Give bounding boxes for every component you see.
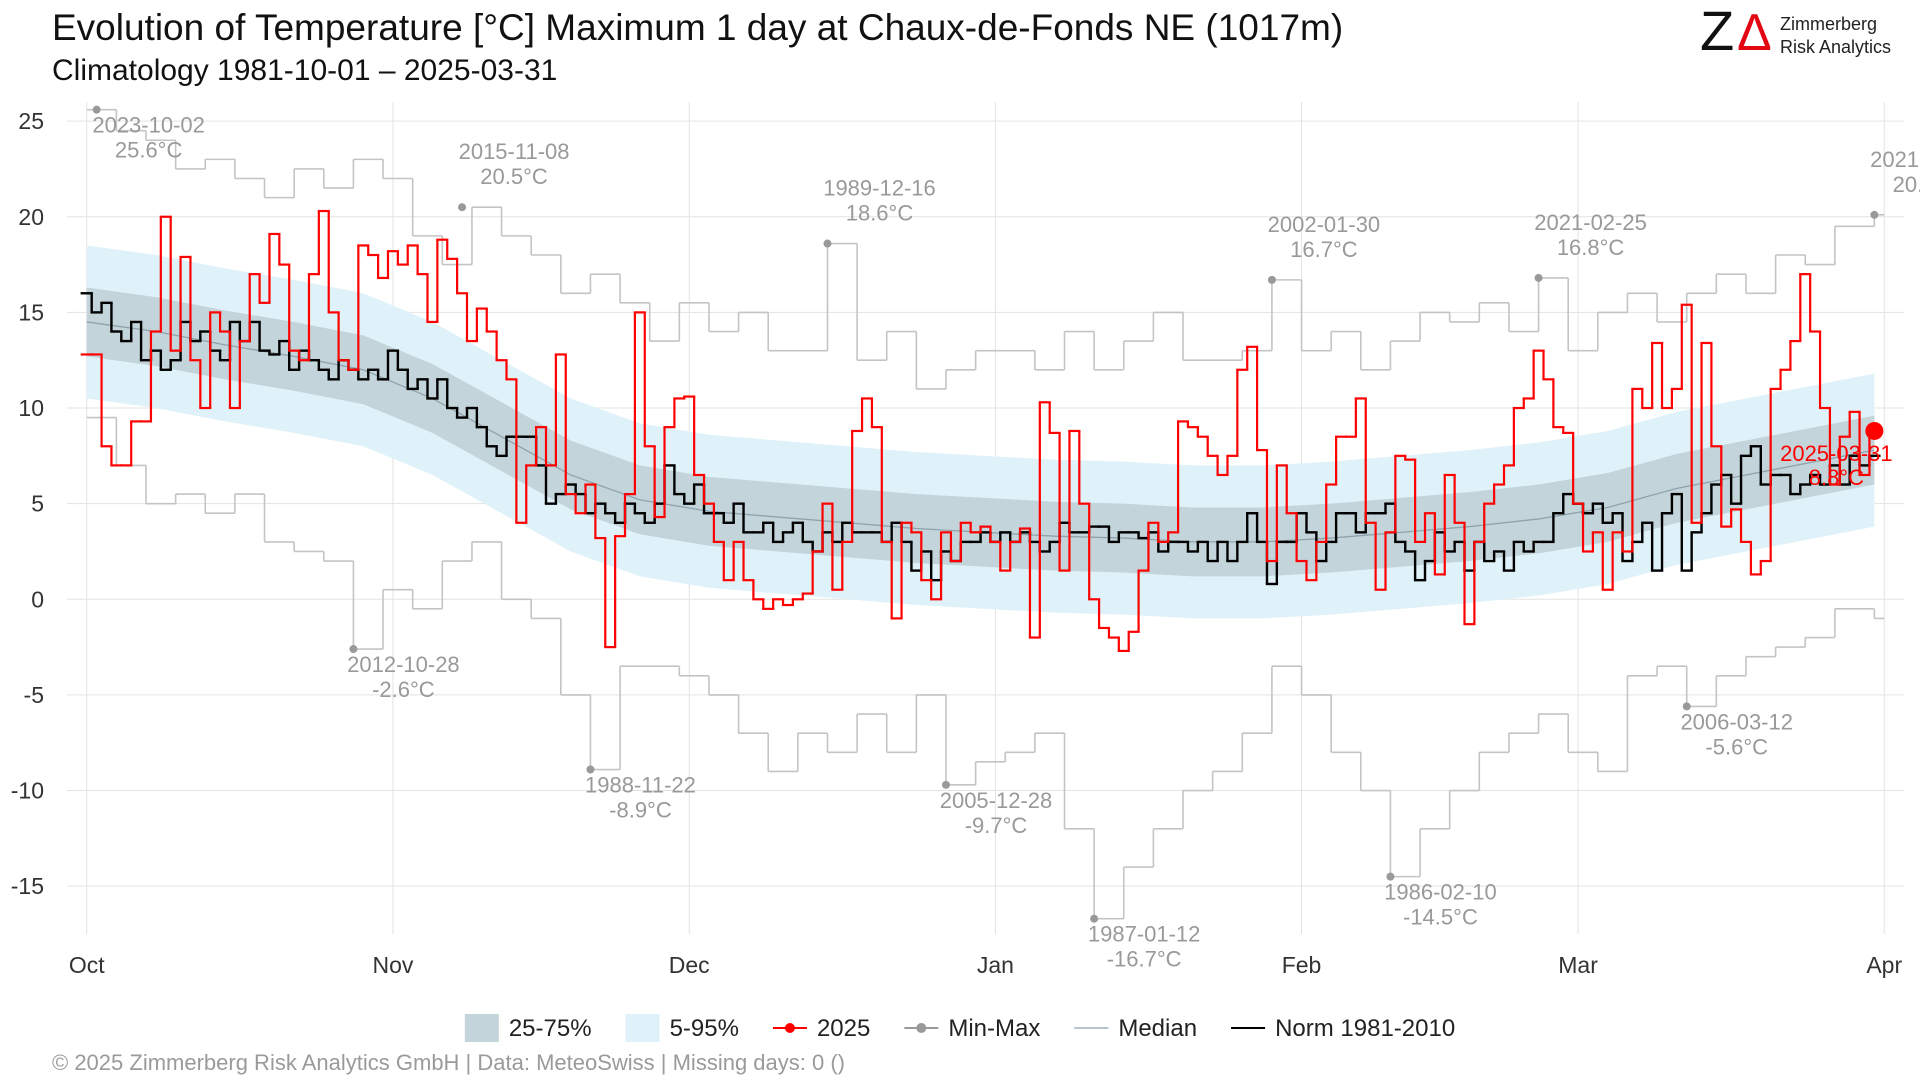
legend-dot (916, 1023, 927, 1033)
annotation-value: 18.6°C (846, 201, 914, 226)
y-tick-label: 10 (18, 395, 44, 421)
annotation-value: -16.7°C (1107, 947, 1182, 972)
annotation-date: 2021-02-25 (1534, 210, 1647, 235)
legend-label: 2025 (817, 1015, 870, 1042)
legend-item: Norm 1981-2010 (1231, 1015, 1455, 1042)
annotation-value: 16.7°C (1290, 237, 1358, 262)
extreme-point (92, 105, 101, 114)
extreme-point (1870, 210, 1879, 219)
range-min (86, 416, 1885, 920)
logo: Z Δ Zimmerberg Risk Analytics (1700, 0, 1891, 62)
legend-label: 25-75% (509, 1015, 592, 1042)
legend-item: 5-95% (625, 1014, 739, 1042)
extreme-point (458, 203, 467, 212)
range-riser (115, 417, 1876, 919)
legend-label: Norm 1981-2010 (1275, 1015, 1455, 1042)
extreme-point (349, 645, 358, 654)
annotation-value: -9.7°C (965, 813, 1028, 838)
footer: © 2025 Zimmerberg Risk Analytics GmbH | … (52, 1050, 845, 1075)
range-riser (115, 109, 1876, 389)
legend-swatch (625, 1014, 660, 1042)
logo-z: Z (1700, 0, 1734, 62)
y-tick-label: -10 (11, 778, 44, 804)
annotation-date: 1988-11-22 (585, 773, 696, 798)
annotation-date: 2012-10-28 (347, 652, 460, 677)
annotation-value: 8.8°C (1809, 465, 1864, 490)
x-tick-label: Dec (669, 952, 710, 978)
extreme-point (1386, 872, 1395, 881)
step-riser (100, 211, 1871, 651)
annotation-value: -8.9°C (609, 798, 672, 823)
x-tick-label: Oct (69, 952, 105, 978)
extreme-point (1682, 702, 1691, 711)
legend-swatch (464, 1014, 499, 1042)
logo-delta: Δ (1737, 4, 1772, 62)
last-point (1865, 421, 1884, 440)
chart-subtitle: Climatology 1981-10-01 – 2025-03-31 (52, 54, 557, 87)
annotation-value: -5.6°C (1705, 734, 1768, 759)
legend-label: Min-Max (948, 1015, 1040, 1042)
legend-item: 2025 (772, 1015, 870, 1042)
annotation-date: 2023-10-02 (92, 113, 205, 138)
legend-item: Min-Max (904, 1015, 1040, 1042)
x-tick-label: Jan (977, 952, 1014, 978)
extreme-point (1534, 273, 1543, 282)
annotation-date: 2002-01-30 (1268, 212, 1381, 237)
logo-line: Zimmerberg (1780, 14, 1877, 34)
x-tick-label: Apr (1866, 952, 1902, 978)
legend: 25-75% 5-95% 2025 Min-Max Median Norm 1981-20… (464, 1014, 1455, 1042)
y-tick-label: 25 (18, 108, 44, 134)
annotation-value: 25.6°C (115, 138, 183, 163)
x-tick-label: Mar (1558, 952, 1598, 978)
range-max (86, 108, 1885, 390)
legend-label: 5-95% (670, 1015, 739, 1042)
x-tick-label: Feb (1282, 952, 1322, 978)
annotation-value: 16.8°C (1557, 235, 1625, 260)
legend-dot (784, 1023, 795, 1033)
x-tick-label: Nov (372, 952, 413, 978)
chart-title: Evolution of Temperature [°C] Maximum 1 … (52, 7, 1343, 48)
annotation-value: 20.1°C (1893, 172, 1920, 197)
extreme-point (586, 765, 595, 774)
legend-item: 25-75% (464, 1014, 592, 1042)
y-tick-label: 0 (31, 586, 44, 612)
annotation-date: 2006-03-12 (1680, 709, 1793, 734)
extreme-point (823, 239, 832, 248)
legend-label: Median (1118, 1015, 1197, 1042)
extreme-point (1267, 275, 1276, 284)
y-tick-label: -5 (24, 682, 44, 708)
annotation-date: 1987-01-12 (1088, 922, 1201, 947)
extreme-point (1090, 914, 1099, 923)
annotation-date: 2005-12-28 (940, 788, 1053, 813)
band (86, 287, 1875, 577)
annotation-date: 1986-02-10 (1384, 880, 1497, 905)
annotation-value: -14.5°C (1403, 905, 1478, 930)
y-tick-label: 15 (18, 299, 44, 325)
step-series (80, 209, 1881, 653)
annotation-date: 2025-03-31 (1780, 441, 1893, 466)
annotation-date: 2015-11-08 (459, 139, 570, 164)
annotation-date: 1989-12-16 (823, 176, 936, 201)
annotation-value: 20.5°C (480, 164, 548, 189)
extreme-point (941, 780, 950, 789)
annotation-date: 2021-03-31 (1870, 147, 1920, 172)
logo-line: Risk Analytics (1780, 37, 1891, 57)
legend-item: Median (1074, 1015, 1197, 1042)
annotation-value: -2.6°C (372, 677, 435, 702)
y-tick-label: 20 (18, 204, 44, 230)
y-tick-label: 5 (31, 491, 44, 517)
y-tick-label: -15 (11, 873, 44, 899)
